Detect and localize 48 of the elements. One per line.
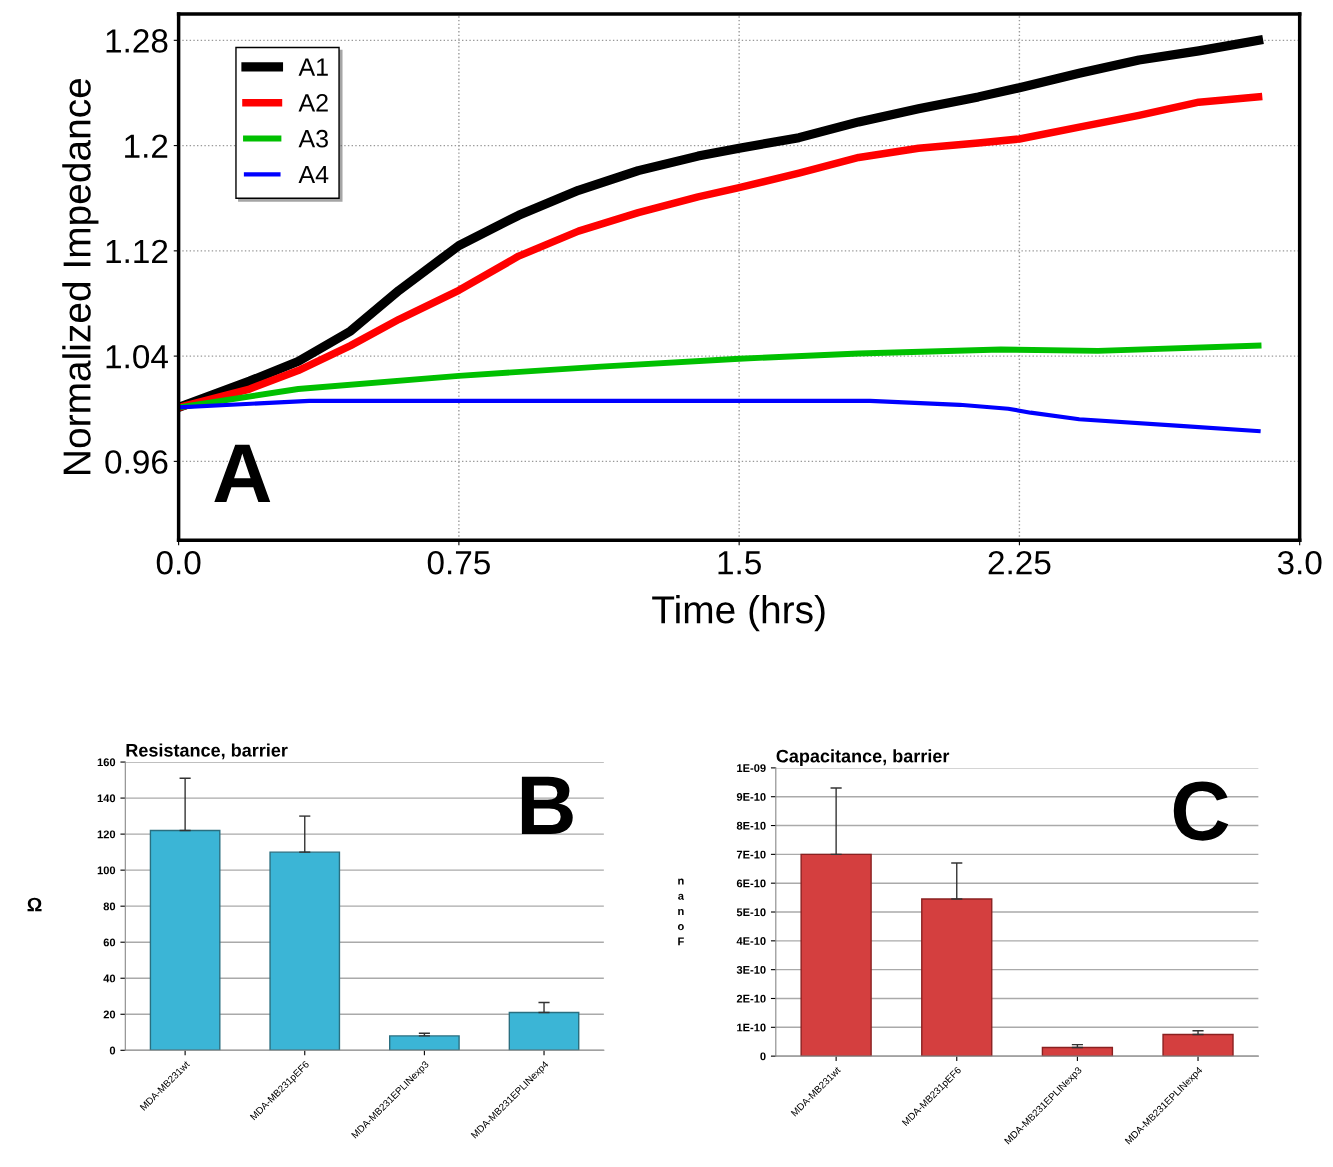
chart-title: Resistance, barrier bbox=[126, 743, 288, 760]
x-tick-label: 2.25 bbox=[988, 550, 1051, 575]
y-tick-label: 1E-09 bbox=[737, 764, 766, 773]
y-tick-label: 60 bbox=[103, 938, 116, 947]
y-tick-label: 80 bbox=[103, 902, 116, 911]
bar bbox=[149, 829, 221, 1051]
line-series bbox=[178, 398, 1261, 434]
y-tick-label: 1.2 bbox=[125, 134, 168, 158]
legend-label: A3 bbox=[298, 129, 328, 148]
y-tick-label: 1E-10 bbox=[737, 1023, 766, 1032]
legend-label: A4 bbox=[298, 165, 329, 184]
y-tick-label: 0.96 bbox=[105, 450, 168, 474]
y-tick-label: 8E-10 bbox=[736, 821, 766, 830]
y-axis-title: Ω bbox=[27, 897, 42, 912]
y-axis-title: nanoF bbox=[677, 878, 685, 946]
x-tick-label: 1.5 bbox=[718, 551, 761, 575]
y-tick-label: 3E-10 bbox=[736, 965, 766, 974]
legend-label: A2 bbox=[298, 94, 328, 112]
y-tick-label: 0 bbox=[109, 1046, 116, 1055]
y-tick-label: 7E-10 bbox=[736, 850, 766, 859]
y-tick-label: 2E-10 bbox=[736, 994, 766, 1003]
y-tick-label: 9E-10 bbox=[736, 792, 766, 801]
x-tick-label: 3.0 bbox=[1277, 550, 1322, 575]
bar bbox=[389, 1035, 460, 1051]
annotation: C bbox=[1173, 781, 1229, 841]
y-tick-label: 1.28 bbox=[106, 29, 168, 53]
y-tick-label: 6E-10 bbox=[736, 879, 766, 888]
bar bbox=[269, 851, 341, 1051]
y-tick-label: 100 bbox=[97, 866, 116, 875]
y-tick-label: 0 bbox=[760, 1052, 766, 1061]
y-tick-label: 160 bbox=[97, 758, 116, 767]
legend-label: A1 bbox=[298, 58, 328, 76]
x-tick-label: 0.0 bbox=[156, 550, 201, 575]
y-axis-title: Normalized Impedance bbox=[62, 78, 99, 474]
annotation: A bbox=[214, 444, 271, 502]
y-tick-label: 5E-10 bbox=[736, 908, 766, 917]
y-tick-label: 120 bbox=[97, 830, 116, 839]
y-tick-label: 20 bbox=[103, 1010, 116, 1019]
bar bbox=[508, 1011, 580, 1051]
x-axis-title: Time (hrs) bbox=[652, 595, 825, 632]
y-tick-label: 1.12 bbox=[106, 239, 168, 263]
x-tick-label: 0.75 bbox=[427, 550, 490, 575]
annotation: B bbox=[521, 776, 573, 834]
chart-title: Capacitance, barrier bbox=[776, 749, 950, 767]
y-tick-label: 4E-10 bbox=[736, 937, 766, 945]
y-tick-label: 140 bbox=[97, 794, 116, 803]
y-tick-label: 1.04 bbox=[106, 344, 168, 369]
y-tick-label: 40 bbox=[103, 974, 116, 983]
